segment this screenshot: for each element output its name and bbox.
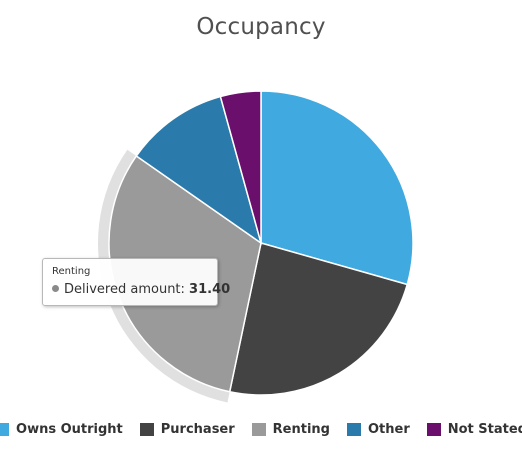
legend-label-not-stated: Not Stated	[447, 422, 522, 437]
tooltip: Renting Delivered amount: 31.40	[42, 258, 230, 306]
tooltip-row: Delivered amount: 31.40	[52, 282, 230, 298]
legend-label-renting: Renting	[272, 422, 330, 437]
legend-label-other: Other	[368, 422, 410, 437]
legend-item-purchaser[interactable]: Purchaser	[139, 422, 235, 437]
legend-swatch-renting	[251, 423, 266, 436]
legend: Owns Outright Purchaser Renting Other Not St…	[0, 422, 522, 437]
pie-chart	[97, 90, 414, 403]
legend-item-not-stated[interactable]: Not Stated	[426, 422, 522, 437]
legend-label-owns-outright: Owns Outright	[16, 422, 123, 437]
legend-swatch-owns-outright	[0, 423, 10, 436]
chart-title: Occupancy	[196, 14, 326, 40]
tooltip-label: Delivered amount:	[64, 282, 185, 297]
pie-slice-purchaser[interactable]	[228, 242, 409, 396]
legend-item-renting[interactable]: Renting	[251, 422, 330, 437]
legend-swatch-purchaser	[139, 423, 154, 436]
tooltip-header: Renting	[52, 266, 91, 277]
legend-item-owns-outright[interactable]: Owns Outright	[0, 422, 123, 437]
legend-swatch-not-stated	[426, 423, 441, 436]
tooltip-value: 31.40	[189, 282, 231, 297]
pie-slice-not-stated[interactable]	[219, 90, 262, 244]
pie-slice-owns-outright[interactable]	[260, 90, 414, 286]
tooltip-dot-icon	[52, 285, 59, 292]
legend-label-purchaser: Purchaser	[160, 422, 235, 437]
legend-swatch-other	[347, 423, 361, 436]
legend-item-other[interactable]: Other	[347, 422, 410, 437]
